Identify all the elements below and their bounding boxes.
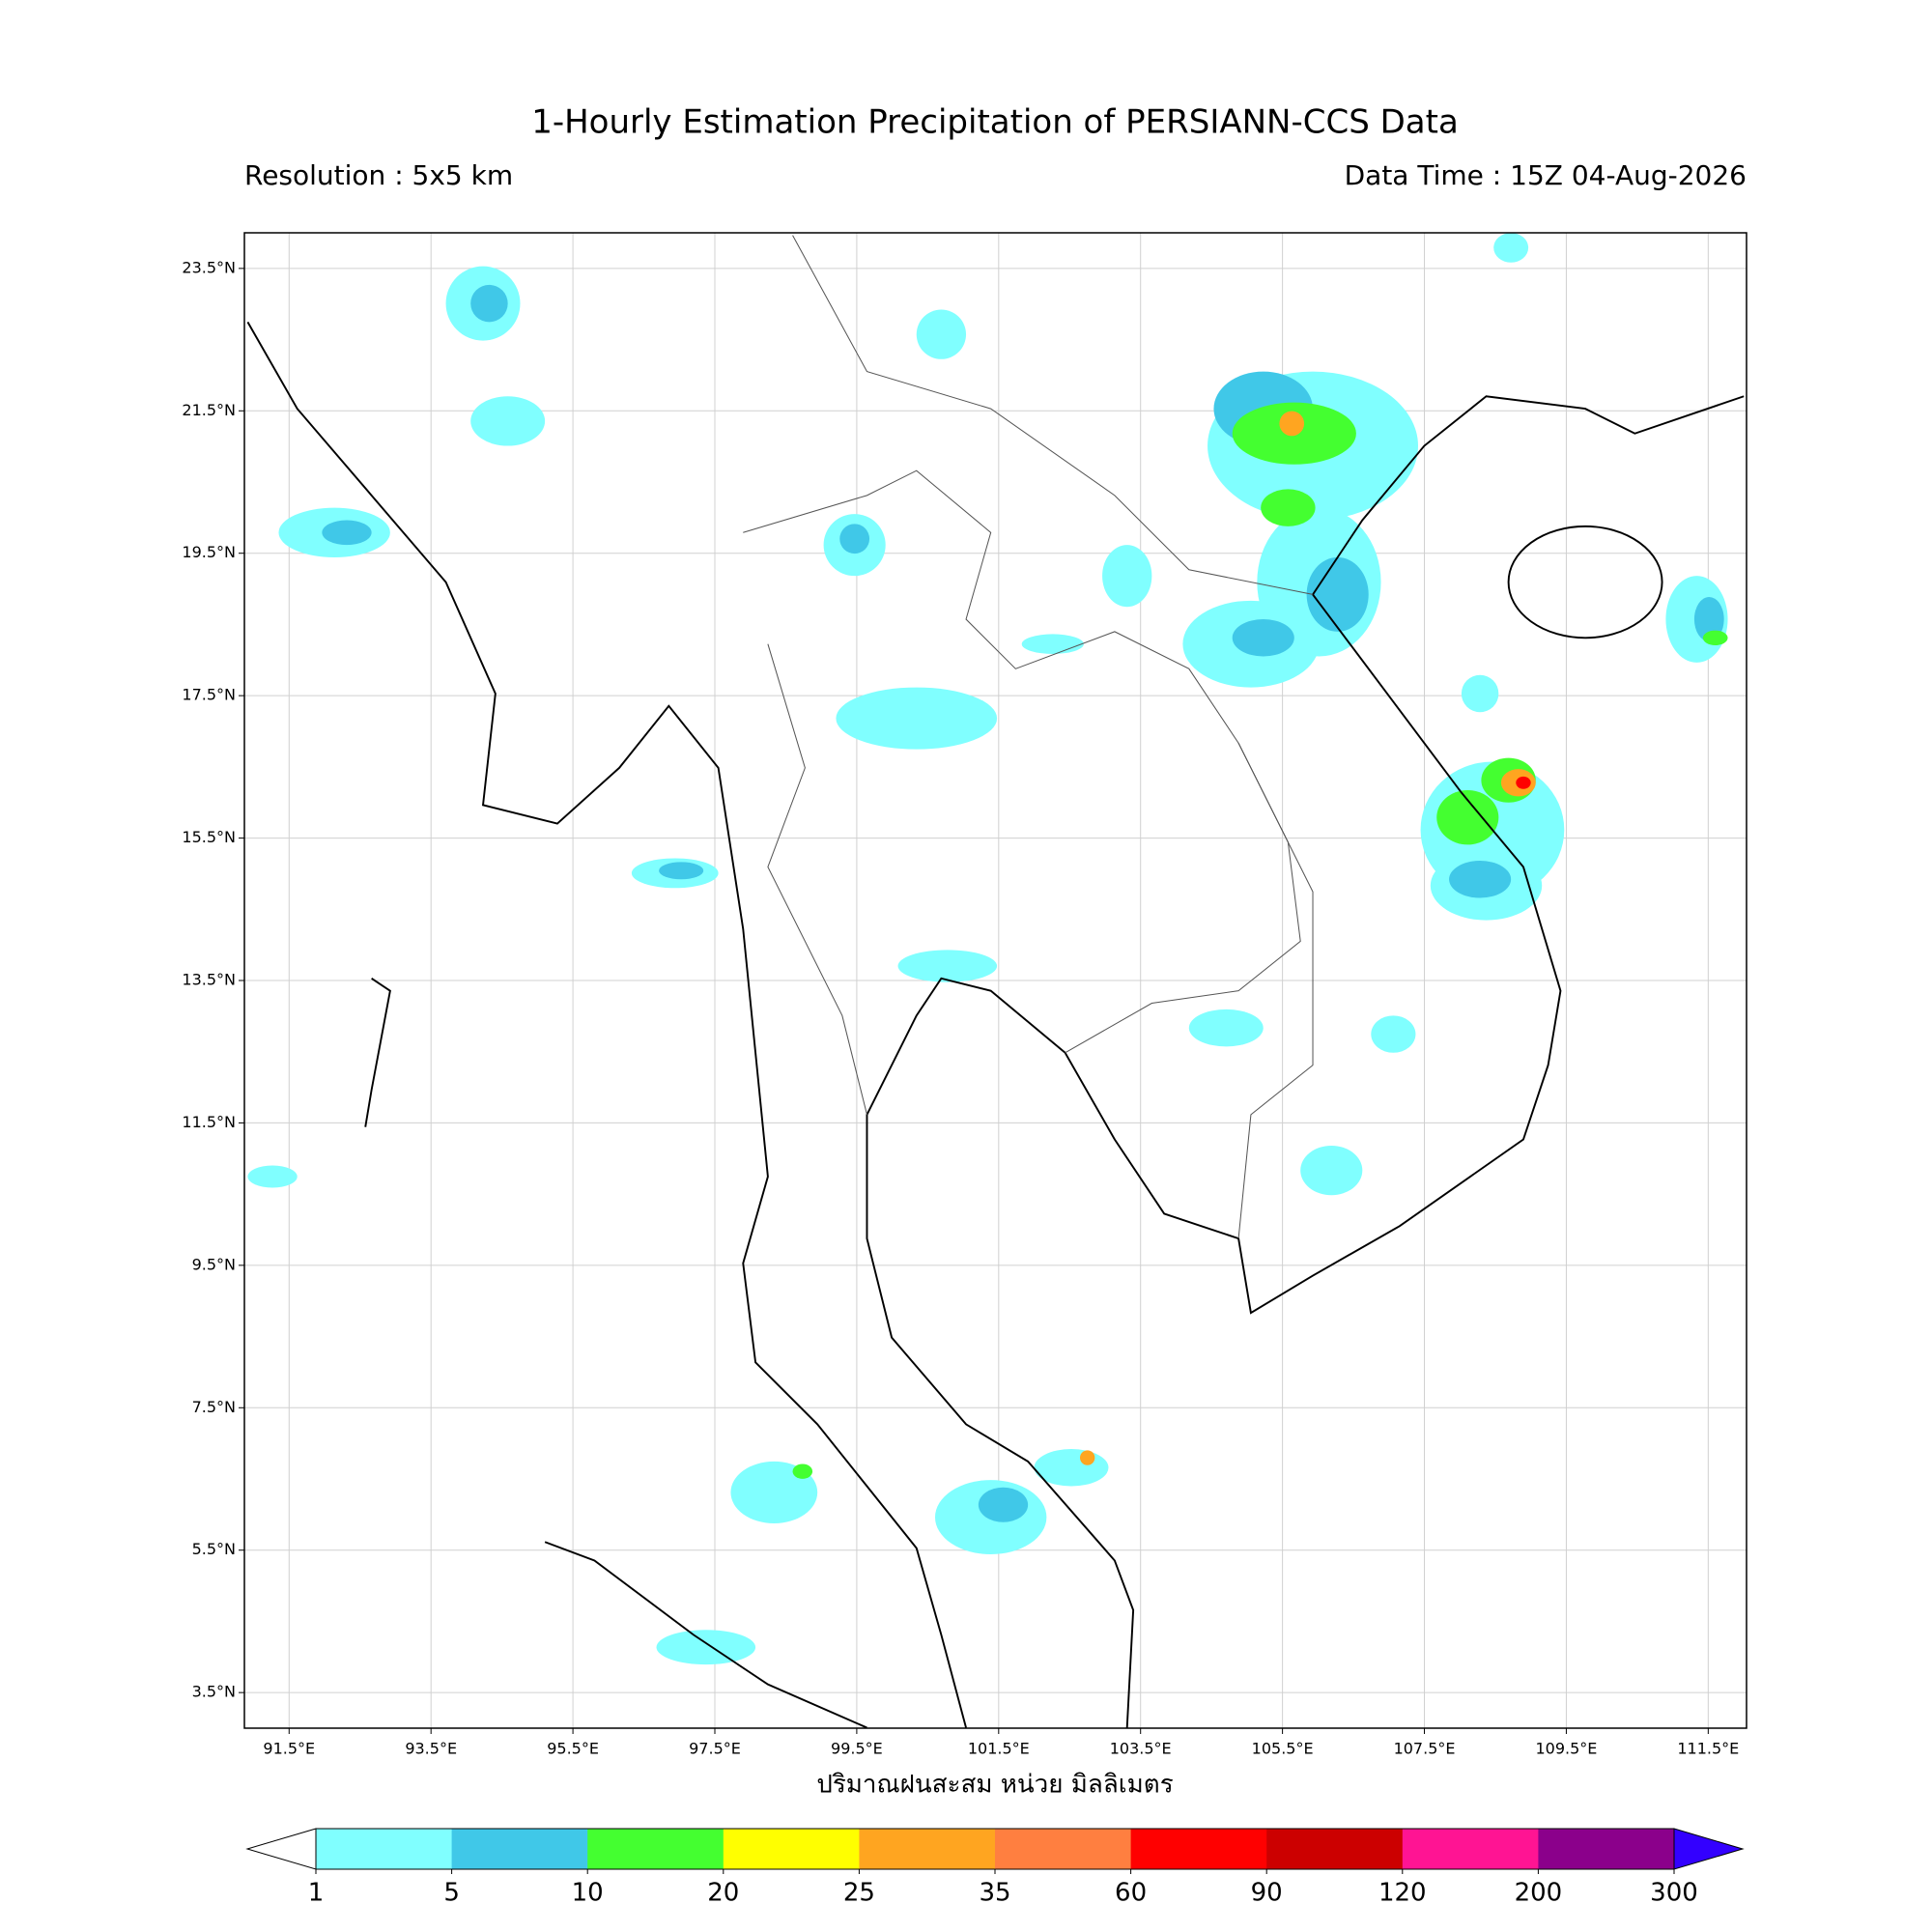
y-tick-label: 7.5°N xyxy=(192,1398,236,1416)
y-tick-label: 11.5°N xyxy=(182,1113,236,1131)
x-tick-label: 111.5°E xyxy=(1677,1740,1739,1758)
colorbar-label: 300 xyxy=(1650,1879,1698,1908)
colorbar-label: 10 xyxy=(572,1879,604,1908)
x-tick-label: 109.5°E xyxy=(1535,1740,1597,1758)
x-axis-label: ปริมาณฝนสะสม หน่วย มิลลิเมตร xyxy=(816,1771,1173,1800)
data-time: Data Time : 15Z 04-Aug-2026 xyxy=(1345,159,1747,191)
colorbar-segment xyxy=(451,1829,588,1869)
x-tick-label: 101.5°E xyxy=(968,1740,1030,1758)
colorbar-segment xyxy=(1266,1829,1404,1869)
colorbar-segment xyxy=(859,1829,996,1869)
x-tick-label: 95.5°E xyxy=(547,1740,599,1758)
y-tick-label: 21.5°N xyxy=(182,401,236,419)
colorbar-label: 20 xyxy=(707,1879,739,1908)
x-tick-label: 93.5°E xyxy=(405,1740,457,1758)
colorbar-segment xyxy=(587,1829,724,1869)
rain-extreme xyxy=(1516,776,1531,789)
colorbar-label: 25 xyxy=(843,1879,875,1908)
y-tick-label: 19.5°N xyxy=(182,543,236,561)
colorbar-label: 120 xyxy=(1378,1879,1427,1908)
colorbar: 1 5 10 20 25 35 60 90 120 200 300 xyxy=(245,1828,1745,1908)
x-tick-label: 99.5°E xyxy=(831,1740,883,1758)
y-tick-label: 13.5°N xyxy=(182,971,236,989)
colorbar-segment xyxy=(316,1829,453,1869)
colorbar-label: 5 xyxy=(443,1879,460,1908)
y-tick-label: 15.5°N xyxy=(182,828,236,846)
colorbar-label: 35 xyxy=(979,1879,1010,1908)
colorbar-segment xyxy=(723,1829,860,1869)
colorbar-segment xyxy=(995,1829,1132,1869)
grid xyxy=(244,233,1747,1728)
x-tick-label: 103.5°E xyxy=(1110,1740,1172,1758)
y-tick-label: 17.5°N xyxy=(182,686,236,704)
y-tick-label: 3.5°N xyxy=(192,1683,236,1701)
x-tick-label: 105.5°E xyxy=(1252,1740,1314,1758)
rain-moderate xyxy=(322,284,1724,1522)
x-tick-label: 97.5°E xyxy=(689,1740,741,1758)
colorbar-label: 60 xyxy=(1115,1879,1147,1908)
resolution: Resolution : 5x5 km xyxy=(244,159,513,191)
colorbar-segment xyxy=(1402,1829,1539,1869)
colorbar-label: 200 xyxy=(1515,1879,1563,1908)
colorbar-label: 1 xyxy=(308,1879,325,1908)
y-tick-label: 5.5°N xyxy=(192,1540,236,1558)
title: 1-Hourly Estimation Precipitation of PER… xyxy=(531,103,1459,142)
colorbar-segment xyxy=(1538,1829,1675,1869)
colorbar-label: 90 xyxy=(1251,1879,1283,1908)
x-tick-label: 91.5°E xyxy=(263,1740,315,1758)
x-tick-label: 107.5°E xyxy=(1394,1740,1456,1758)
map-content xyxy=(246,233,1745,1728)
y-tick-label: 9.5°N xyxy=(192,1255,236,1273)
colorbar-segment xyxy=(1130,1829,1267,1869)
rain-heavy xyxy=(792,402,1728,1479)
y-tick-label: 23.5°N xyxy=(182,258,236,276)
borders xyxy=(743,235,1314,1239)
coastlines xyxy=(246,321,1745,1728)
